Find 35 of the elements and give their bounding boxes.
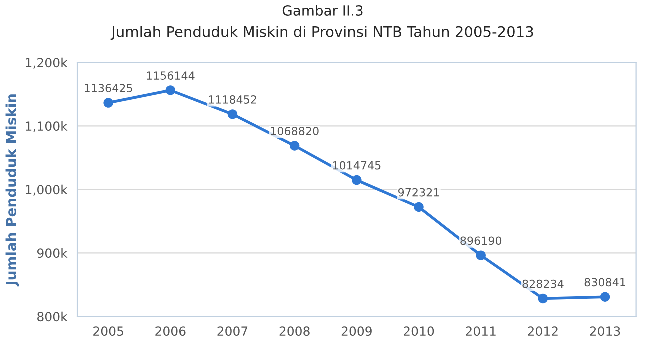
point	[166, 86, 176, 96]
point	[538, 294, 548, 304]
point	[104, 98, 114, 108]
x-tick-label: 2009	[342, 326, 372, 336]
x-tick-label: 2005	[94, 326, 124, 336]
data-label: 1014745	[333, 161, 381, 170]
data-label: 1118452	[209, 96, 256, 104]
chart-title: Gambar II.3	[282, 5, 363, 16]
y-tick-label: 800k	[38, 312, 68, 322]
x-tick-label: 2012	[528, 326, 558, 336]
chart-subtitle: Jumlah Penduduk Miskin di Provinsi NTB Tahun 2005-2013	[110, 26, 534, 40]
data-label: 1136425	[85, 84, 132, 93]
y-tick-label: 1,200k	[26, 58, 68, 69]
y-tick-label: 1,000k	[26, 184, 68, 196]
y-tick-label: 900k	[37, 248, 68, 258]
data-label: 1156144	[147, 72, 195, 80]
point	[476, 250, 486, 260]
point	[414, 202, 424, 212]
x-tick-label: 2007	[218, 326, 248, 336]
data-label: 828234	[522, 280, 564, 288]
data-label: 830841	[584, 278, 626, 287]
x-tick-label: 2008	[280, 326, 310, 336]
data-label: 1068820	[271, 127, 319, 136]
x-tick-label: 2010	[404, 326, 434, 336]
x-tick-label: 2006	[156, 326, 186, 336]
data-label: 972321	[398, 188, 440, 197]
point	[228, 110, 238, 120]
x-tick-label: 2013	[590, 326, 620, 336]
data-label: 896190	[460, 236, 502, 246]
y-tick-label: 1,100k	[26, 121, 68, 132]
point	[352, 175, 362, 186]
point	[290, 141, 300, 151]
x-tick-label: 2011	[466, 326, 496, 336]
point	[600, 292, 610, 302]
y-axis-title: Jumlah Penduduk Miskin	[6, 94, 20, 287]
